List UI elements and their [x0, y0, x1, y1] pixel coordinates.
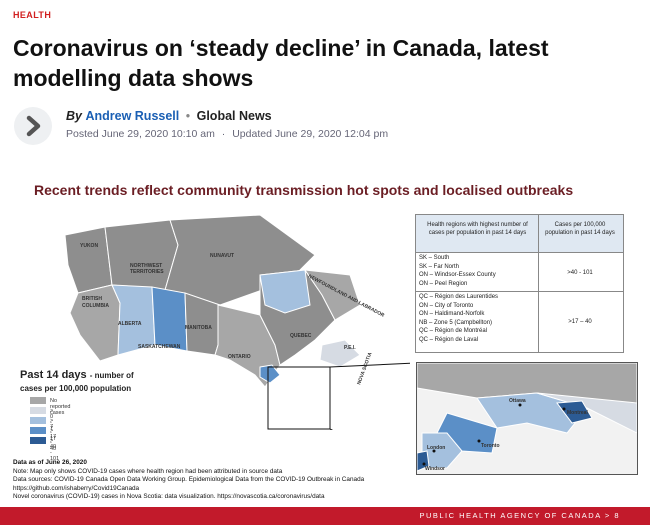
map-label-ontario: ONTARIO [228, 354, 251, 360]
inset-label-toronto: Toronto [481, 443, 500, 449]
map-label-yukon: YUKON [80, 243, 98, 249]
notes-line: Note: Map only shows COVID-19 cases wher… [13, 467, 283, 475]
table-row: ON – Haldimand-Norfolk [419, 311, 485, 317]
map-nwt [104, 219, 179, 291]
table-divider-horizontal [416, 291, 623, 292]
notes-line: Data sources: COVID-19 Canada Open Data … [13, 476, 365, 483]
legend-swatch [30, 437, 46, 444]
outlet-name: Global News [196, 109, 272, 123]
inset-region-windsor [417, 450, 430, 472]
legend-label: No reported cases [50, 398, 71, 416]
inset-label-montreal: Montreal [567, 410, 588, 416]
legend-label: > 0 - 7 [50, 408, 54, 432]
map-label-pei: P.E.I. [344, 345, 356, 351]
map-south-ontario-highlight [259, 364, 281, 384]
table-divider-vertical [538, 215, 539, 352]
map-yukon [64, 226, 113, 294]
by-label: By [66, 109, 82, 123]
map-label-quebec: QUEBEC [290, 333, 312, 339]
table-row: SK – Far North [419, 263, 460, 270]
legend-swatch [30, 427, 46, 434]
legend-swatch [30, 417, 46, 424]
table-row: QC – Région de Laval [419, 336, 479, 343]
map-sask [151, 286, 188, 352]
inset-region-montreal [556, 400, 593, 424]
posted-date: Posted June 29, 2020 10:10 am [66, 128, 215, 140]
slide-footer-bar: PUBLIC HEALTH AGENCY OF CANADA > 8 [0, 507, 650, 525]
legend-title: Past 14 days - number of cases per 100,0… [20, 369, 134, 395]
map-label-sask: SASKATCHEWAN [138, 344, 181, 350]
author-link[interactable]: Andrew Russell [85, 109, 180, 123]
table-row: ON – Windsor-Essex County [419, 272, 496, 278]
map-label-manitoba: MANITOBA [185, 325, 212, 331]
map-label-nunavut: NUNAVUT [210, 253, 234, 259]
inset-label-ottawa: Ottawa [509, 398, 526, 404]
table-row: ON – City of Toronto [419, 302, 474, 309]
legend-swatch [30, 397, 46, 404]
map-label-ns: NOVA SCOTIA [356, 351, 373, 386]
notes-line: Novel coronavirus (COVID-19) cases in No… [13, 493, 325, 500]
table-group-2-value: >17 – 40 [568, 319, 592, 325]
category-label[interactable]: HEALTH [13, 10, 52, 20]
table-group-1: SK – South SK – Far North ON – Windsor-E… [419, 254, 496, 288]
notes-line: https://github.com/ishaberry/Covid19Cana… [13, 484, 140, 492]
table-row: QC – Région de Montréal [419, 328, 488, 334]
slide-notes: Data as of June 26, 2020 Note: Map only … [13, 459, 433, 502]
inset-map: Ottawa Montreal Toronto London Windsor [417, 363, 637, 474]
legend-title-main: Past 14 days [20, 369, 87, 381]
map-quebec-north [259, 269, 311, 314]
map-label-bc2: COLUMBIA [82, 303, 109, 309]
zoom-box [267, 366, 331, 430]
map-maritimes [319, 339, 361, 368]
inset-label-london: London [427, 445, 445, 451]
inset-label-windsor: Windsor [425, 466, 445, 472]
map-label-bc1: BRITISH [82, 296, 102, 302]
legend-swatch [30, 407, 46, 414]
map-labrador [303, 269, 361, 321]
updated-date: Updated June 29, 2020 12:04 pm [232, 128, 389, 140]
table-row: ON – Peel Region [419, 280, 468, 287]
map-label-nwt1: NORTHWEST [130, 263, 162, 269]
southern-ontario-inset: Ottawa Montreal Toronto London Windsor [416, 362, 638, 475]
table-header-cases: Cases per 100,000 population in past 14 … [545, 222, 615, 236]
notes-asof: Data as of June 26, 2020 [13, 459, 87, 466]
table-group-1-value: >40 - 101 [567, 270, 593, 276]
canada-map: YUKON NORTHWEST TERRITORIES NUNAVUT BRIT… [64, 215, 410, 430]
byline-separator: • [185, 109, 191, 123]
map-label-alberta: ALBERTA [118, 321, 142, 327]
hotspot-table: Health regions with highest number of ca… [415, 214, 624, 353]
table-header-regions: Health regions with highest number of ca… [427, 222, 528, 236]
byline: By Andrew Russell • Global News [66, 109, 272, 123]
legend-title-sub-b: cases per 100,000 population [20, 384, 132, 393]
legend-label: > 7 - 17 [50, 418, 57, 442]
date-separator: · [221, 128, 226, 140]
table-row: NB – Zone 5 (Campbellton) [419, 319, 493, 326]
article-headline: Coronavirus on ‘steady decline’ in Canad… [13, 35, 549, 91]
table-group-2: QC – Région des Laurentides ON – City of… [419, 293, 498, 344]
chevron-right-icon [26, 115, 41, 137]
legend-label: > 17 - 40 [50, 428, 57, 452]
table-row: SK – South [419, 255, 450, 261]
table-row: QC – Région des Laurentides [419, 294, 499, 300]
map-alberta [111, 284, 156, 356]
article-dates: Posted June 29, 2020 10:10 am · Updated … [66, 128, 388, 140]
slide-footer-text: PUBLIC HEALTH AGENCY OF CANADA > 8 [419, 511, 620, 520]
legend-title-sub-a: - number of [89, 371, 134, 380]
legend-label: > 40 - 101 [50, 438, 60, 462]
table-header: Health regions with highest number of ca… [416, 215, 623, 253]
outlet-logo [14, 107, 52, 145]
map-label-nwt2: TERRITORIES [130, 269, 164, 275]
slide-title: Recent trends reflect community transmis… [34, 182, 574, 198]
